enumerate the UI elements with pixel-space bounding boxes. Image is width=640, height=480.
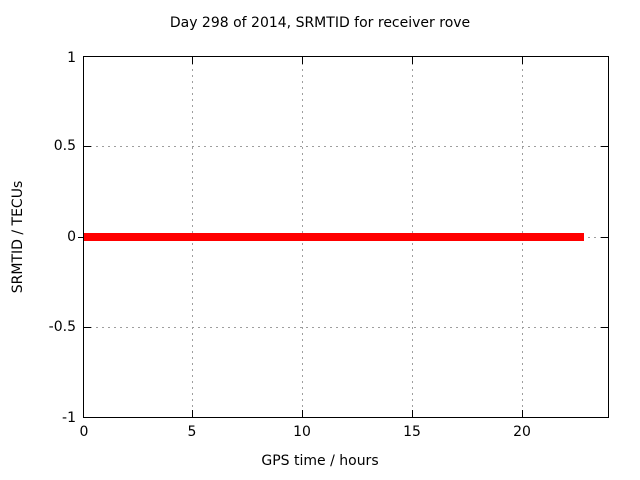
x-tick-label: 0: [79, 424, 89, 440]
y-tick-mark-mirror: [601, 237, 608, 238]
x-tick-label: 5: [187, 424, 197, 440]
x-tick-mark-mirror: [412, 57, 413, 64]
x-tick-mark: [302, 410, 303, 417]
y-tick-label: -0.5: [48, 319, 76, 335]
x-tick-label: 10: [293, 424, 311, 440]
series-line-srmtid: [84, 233, 584, 241]
y-tick-label: 0: [67, 229, 76, 245]
gridline-y-0p5: [84, 146, 608, 147]
x-tick-mark-mirror: [522, 57, 523, 64]
y-tick-label: -1: [62, 410, 76, 426]
y-tick-label: 1: [67, 50, 76, 66]
chart-title: Day 298 of 2014, SRMTID for receiver rov…: [169, 15, 471, 31]
gridline-y-m0p5: [84, 327, 608, 328]
y-tick-mark: [84, 327, 91, 328]
y-tick-mark: [84, 146, 91, 147]
plot-inner: [78, 57, 608, 417]
x-axis-label: GPS time / hours: [261, 453, 379, 469]
plot-area: [78, 56, 609, 418]
x-tick-label: 20: [513, 424, 531, 440]
x-tick-mark-mirror: [302, 57, 303, 64]
x-tick-mark: [522, 410, 523, 417]
x-tick-mark-mirror: [192, 57, 193, 64]
x-tick-mark: [412, 410, 413, 417]
x-tick-label: 15: [403, 424, 421, 440]
y-tick-label: 0.5: [53, 138, 76, 154]
y-zero-tick-outer: [78, 237, 83, 238]
y-tick-mark-mirror: [601, 146, 608, 147]
x-tick-mark: [192, 410, 193, 417]
y-tick-mark-mirror: [601, 327, 608, 328]
